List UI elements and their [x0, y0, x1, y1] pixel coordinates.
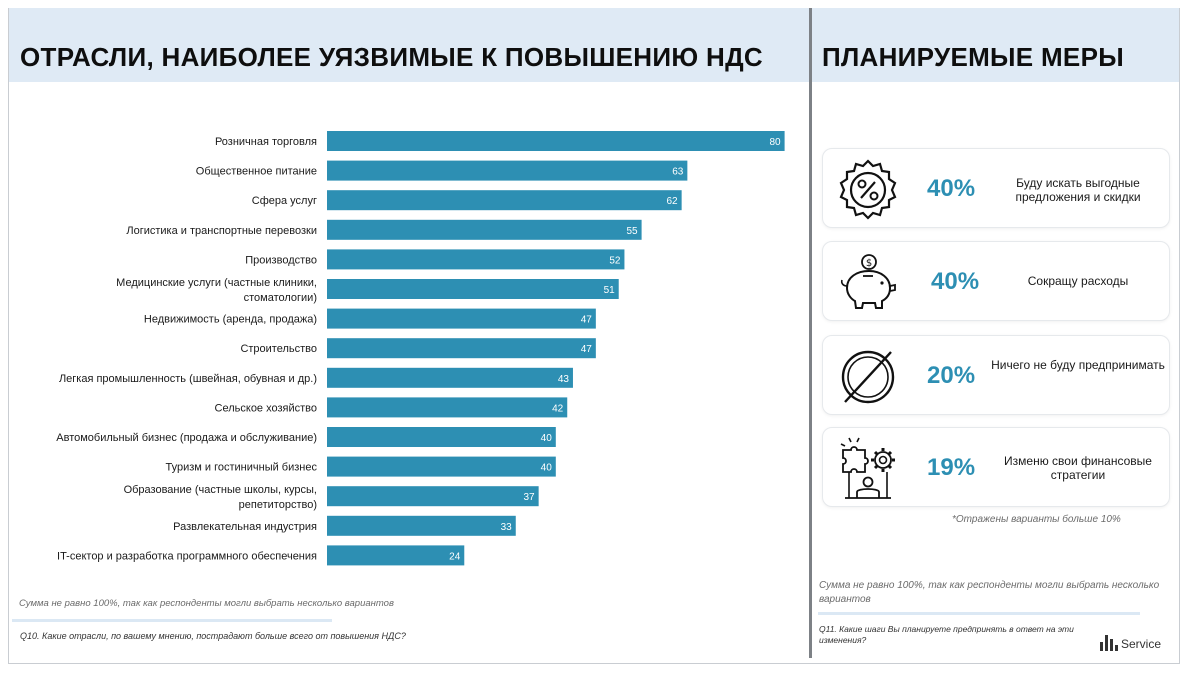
- right-header: ПЛАНИРУЕМЫЕ МЕРЫ: [812, 8, 1179, 82]
- left-header: ОТРАСЛИ, НАИБОЛЕЕ УЯЗВИМЫЕ К ПОВЫШЕНИЮ Н…: [9, 8, 809, 82]
- bar-value-label: 24: [449, 551, 461, 562]
- measure-card: $ 40% Сокращу расходы: [822, 241, 1170, 321]
- category-label: Развлекательная индустрия: [173, 521, 317, 533]
- bar-value-label: 43: [558, 374, 570, 385]
- measure-card: 40% Буду искать выгодные предложения и с…: [822, 148, 1170, 228]
- bar: [327, 427, 556, 447]
- bar: [327, 515, 516, 536]
- question-divider: [12, 619, 332, 622]
- service-logo: Service: [1100, 633, 1161, 651]
- chart-footnote: Сумма не равно 100%, так как респонденты…: [19, 598, 394, 609]
- svg-text:$: $: [866, 258, 872, 269]
- measure-percent: 40%: [927, 175, 976, 202]
- category-label: Сельское хозяйство: [215, 402, 317, 414]
- bar: [327, 486, 539, 507]
- bar: [327, 367, 573, 388]
- measure-text: Ничего не буду предпринимать: [991, 358, 1165, 372]
- category-label: Туризм и гостиничный бизнес: [166, 462, 318, 474]
- measures-title: ПЛАНИРУЕМЫЕ МЕРЫ: [822, 42, 1124, 72]
- bar-value-label: 40: [541, 463, 553, 474]
- bar-value-label: 51: [604, 285, 616, 296]
- category-label: Производство: [245, 254, 317, 266]
- shown-variants-note: *Отражены варианты больше 10%: [952, 514, 1121, 525]
- discount-badge-icon: [839, 159, 897, 220]
- measures-question: Q11. Какие шаги Вы планируете предпринят…: [819, 624, 1074, 645]
- category-label: Недвижимость (аренда, продажа): [144, 314, 317, 326]
- bar: [327, 219, 642, 240]
- category-label: Образование (частные школы, курсы, репети…: [124, 484, 317, 511]
- category-label: Сфера услуг: [252, 195, 317, 207]
- prohibited-icon: [841, 350, 895, 404]
- panel-divider: [809, 8, 812, 658]
- measure-text: Изменю свои финансовые стратегии: [1004, 454, 1152, 482]
- category-label: IT-сектор и разработка программного обес…: [57, 550, 317, 562]
- bar: [327, 190, 682, 211]
- question-divider: [818, 612, 1140, 615]
- bar: [327, 397, 568, 418]
- category-label: Розничная торговля: [215, 136, 317, 148]
- category-label: Логистика и транспортные перевозки: [126, 225, 317, 237]
- bar: [327, 131, 785, 151]
- bar-chart: 80 Розничная торговля 63 Общественное питан…: [56, 131, 785, 566]
- bar: [327, 545, 465, 566]
- bar-value-label: 42: [552, 403, 564, 414]
- bar-value-label: 55: [626, 226, 638, 237]
- logo-bars-icon: [1100, 635, 1118, 651]
- piggy-bank-icon: $: [840, 254, 896, 309]
- category-label: Общественное питание: [196, 166, 317, 178]
- bar-value-label: 47: [581, 344, 593, 355]
- logo-text: Service: [1121, 637, 1162, 651]
- measure-card: 20% Ничего не буду предпринимать: [822, 335, 1170, 415]
- bar: [327, 308, 596, 329]
- bar: [327, 160, 688, 181]
- bar-value-label: 33: [501, 522, 513, 533]
- category-label: Автомобильный бизнес (продажа и обслужив…: [56, 432, 317, 444]
- bar-value-label: 80: [769, 137, 781, 148]
- bar: [327, 249, 625, 270]
- chart-question: Q10. Какие отрасли, по вашему мнению, по…: [20, 631, 406, 641]
- bar-value-label: 40: [541, 433, 553, 444]
- bar-value-label: 52: [609, 255, 621, 266]
- category-label: Медицинские услуги (частные клиники, стом…: [116, 277, 317, 304]
- measure-percent: 40%: [931, 268, 980, 295]
- bar-value-label: 63: [672, 167, 684, 178]
- bar: [327, 338, 596, 359]
- bar-value-label: 47: [581, 315, 593, 326]
- bar: [327, 279, 619, 299]
- measure-percent: 20%: [927, 362, 976, 389]
- category-label: Легкая промышленность (швейная, обувная …: [59, 373, 317, 385]
- puzzle-gear-person-icon: [840, 437, 895, 499]
- bar: [327, 456, 556, 477]
- bar-value-label: 37: [524, 492, 536, 503]
- measure-card: 19% Изменю свои финансовые стратегии: [822, 427, 1170, 507]
- bar-value-label: 62: [667, 196, 679, 207]
- measure-percent: 19%: [927, 454, 976, 481]
- category-label: Строительство: [240, 343, 317, 355]
- measures-footnote: Сумма не равно 100%, так как респонденты…: [819, 580, 1160, 605]
- measure-text: Буду искать выгодные предложения и скидк…: [1015, 176, 1141, 204]
- measure-text: Сокращу расходы: [1027, 274, 1129, 288]
- chart-title: ОТРАСЛИ, НАИБОЛЕЕ УЯЗВИМЫЕ К ПОВЫШЕНИЮ Н…: [20, 42, 763, 72]
